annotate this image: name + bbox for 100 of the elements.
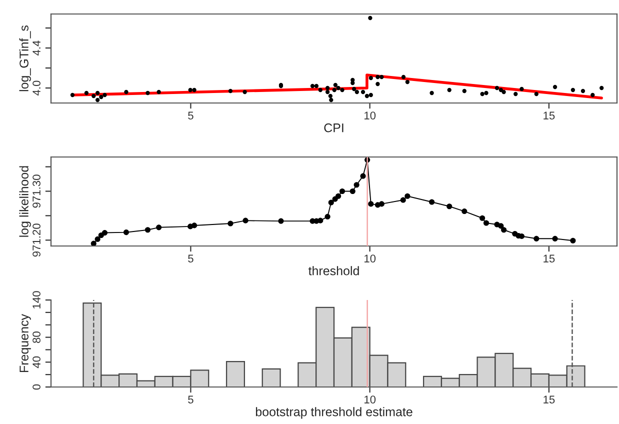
point <box>354 90 360 94</box>
point <box>242 90 247 94</box>
point <box>188 88 192 92</box>
point <box>123 230 130 236</box>
point <box>590 92 595 98</box>
point <box>376 82 380 86</box>
point <box>242 218 248 224</box>
point <box>520 86 524 92</box>
point <box>446 204 452 210</box>
point <box>146 90 150 96</box>
point <box>325 90 330 94</box>
point <box>94 236 100 242</box>
point <box>102 92 107 98</box>
x-axis-title: threshold <box>308 266 359 276</box>
point <box>156 224 162 230</box>
x-tick-label: 10 <box>364 254 376 262</box>
line-series <box>71 74 603 100</box>
point <box>368 92 373 98</box>
point <box>404 193 410 199</box>
point <box>430 90 434 96</box>
point <box>144 227 150 233</box>
y-tick-label: 40 <box>32 356 40 368</box>
point <box>494 86 500 90</box>
point <box>380 74 384 80</box>
point <box>329 98 334 102</box>
point <box>340 88 344 92</box>
point <box>90 240 96 246</box>
point <box>156 90 161 94</box>
point <box>376 74 380 80</box>
point <box>192 88 196 92</box>
point <box>570 88 576 92</box>
point <box>484 90 488 96</box>
point <box>318 88 322 92</box>
x-tick-label: 10 <box>364 396 376 404</box>
point <box>84 90 89 96</box>
x-tick-label: 10 <box>364 112 376 120</box>
point <box>102 230 108 236</box>
point <box>480 215 486 221</box>
point <box>401 74 406 80</box>
point <box>368 76 373 80</box>
point <box>600 86 604 90</box>
y-tick-label: 4.4 <box>32 40 40 56</box>
point <box>552 236 558 242</box>
point <box>400 197 406 203</box>
point <box>328 200 334 206</box>
x-axis-title: bootstrap threshold estimate <box>256 407 412 419</box>
point <box>70 92 75 98</box>
y-axis-title: log_GTinf_s <box>19 25 31 92</box>
point <box>332 88 336 92</box>
point <box>310 84 315 88</box>
point <box>378 201 384 207</box>
point <box>328 94 332 98</box>
point <box>95 98 100 102</box>
point <box>462 88 466 94</box>
x-tick-label: 5 <box>188 112 194 120</box>
y-tick-label: 971.30 <box>32 174 40 208</box>
x-axis-title: CPI <box>324 123 344 132</box>
point <box>124 90 128 94</box>
point <box>462 208 468 214</box>
point <box>480 92 484 96</box>
point <box>405 80 410 84</box>
x-tick-label: 5 <box>188 396 194 404</box>
point <box>99 94 104 100</box>
point <box>324 214 330 220</box>
point <box>228 88 233 94</box>
point <box>552 84 558 90</box>
y-tick-label: 4.0 <box>32 80 40 96</box>
point <box>354 182 360 188</box>
x-tick-label: 5 <box>188 254 194 262</box>
point <box>447 88 452 92</box>
point <box>570 238 576 244</box>
point <box>364 94 370 98</box>
x-tick-label: 15 <box>544 112 555 120</box>
point <box>534 92 538 96</box>
point <box>318 218 324 224</box>
point <box>501 227 507 233</box>
point <box>368 16 372 20</box>
point <box>534 236 540 242</box>
point <box>360 90 366 94</box>
point <box>483 220 490 226</box>
x-tick-label: 15 <box>544 396 555 404</box>
y-tick-label: 80 <box>32 332 40 343</box>
point <box>325 86 330 90</box>
point <box>580 88 586 94</box>
point <box>95 90 100 96</box>
y-tick-label: 0 <box>32 384 40 390</box>
point <box>336 193 342 199</box>
point <box>278 218 284 224</box>
point <box>350 188 356 194</box>
point <box>429 199 435 205</box>
point <box>502 90 506 94</box>
point <box>368 201 374 207</box>
point <box>228 220 234 226</box>
point <box>92 94 96 98</box>
y-axis-title: Frequency <box>20 314 31 372</box>
point <box>336 86 340 90</box>
point <box>498 223 504 229</box>
x-tick-label: 15 <box>544 254 555 262</box>
point <box>314 84 319 88</box>
point <box>514 92 518 96</box>
